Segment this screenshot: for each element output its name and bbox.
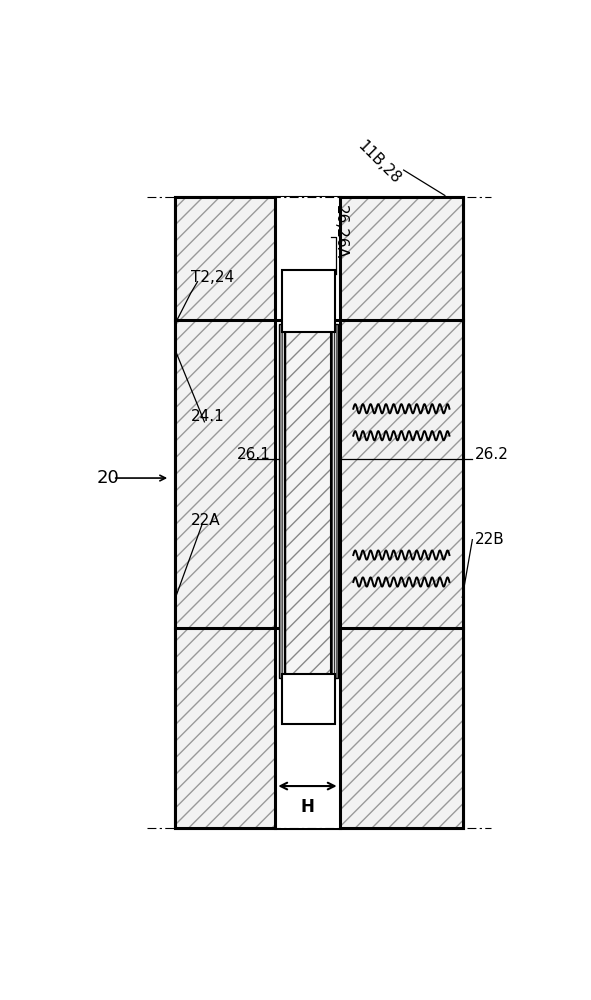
Bar [278, 324, 285, 678]
Bar [281, 674, 335, 724]
Bar [174, 197, 463, 828]
Bar [278, 324, 285, 678]
Text: 11B,28: 11B,28 [355, 138, 404, 187]
Bar [281, 270, 335, 332]
Text: 26,26A: 26,26A [333, 205, 348, 259]
Text: 26.1: 26.1 [236, 447, 270, 462]
Text: T2,24: T2,24 [191, 270, 234, 285]
Bar [332, 324, 338, 678]
Bar [285, 324, 332, 678]
Text: H: H [301, 798, 314, 816]
Text: 26.2: 26.2 [475, 447, 508, 462]
Text: 22A: 22A [191, 513, 220, 528]
Bar [275, 197, 339, 828]
Bar [285, 324, 332, 678]
Bar [174, 197, 275, 828]
Bar [332, 324, 338, 678]
Bar [339, 197, 463, 828]
Bar [174, 197, 463, 828]
Text: 24.1: 24.1 [191, 409, 225, 424]
Text: 20: 20 [97, 469, 119, 487]
Text: 22B: 22B [475, 532, 504, 547]
